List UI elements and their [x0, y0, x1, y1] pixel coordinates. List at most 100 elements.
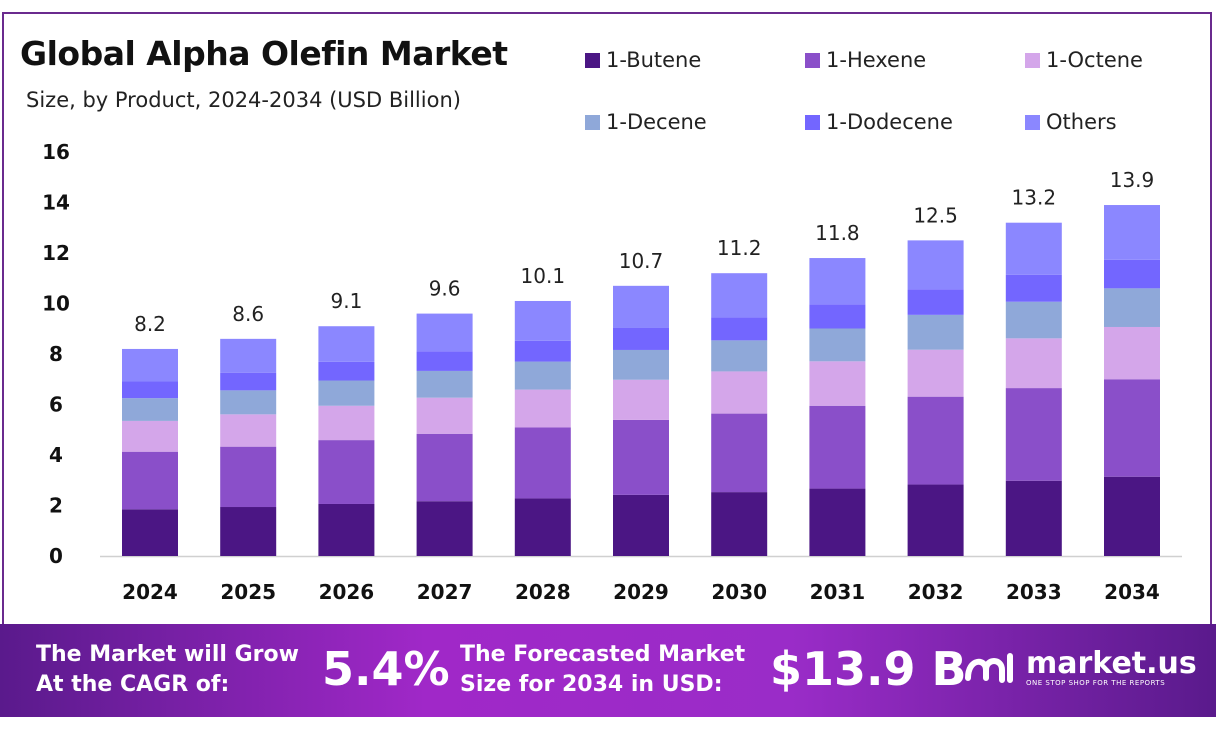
bar-segment	[1104, 288, 1160, 327]
legend-item: 1-Decene	[585, 110, 707, 134]
bar-segment	[711, 317, 768, 341]
x-tick-label: 2029	[613, 580, 669, 604]
forecast-label-line2: Size for 2034 in USD:	[460, 672, 723, 697]
bar-segment	[416, 370, 473, 398]
brand-logo: market.us ONE STOP SHOP FOR THE REPORTS	[962, 648, 1197, 688]
x-tick-label: 2030	[711, 580, 767, 604]
bar-segment	[122, 420, 178, 452]
bar-segment	[220, 507, 277, 556]
bar-total-label: 11.2	[717, 236, 762, 260]
x-tick-label: 2026	[319, 580, 375, 604]
legend-label: 1-Decene	[606, 110, 707, 134]
bar-segment	[318, 380, 375, 406]
bar-segment	[809, 258, 866, 305]
legend-item: 1-Octene	[1025, 48, 1143, 72]
bar-segment	[1005, 480, 1062, 556]
bar-segment	[1005, 301, 1062, 339]
bar-total-label: 8.6	[232, 302, 264, 326]
bar-segment	[514, 389, 571, 428]
x-tick-label: 2024	[122, 580, 178, 604]
bar-segment	[416, 397, 473, 434]
bar-segment	[416, 351, 473, 371]
legend-swatch	[585, 52, 600, 68]
bar-segment	[318, 361, 375, 381]
bar-segment	[220, 390, 277, 415]
bar-segment	[613, 285, 669, 328]
y-tick-label: 12	[42, 241, 70, 265]
bar-segment	[318, 440, 375, 504]
legend-swatch	[805, 52, 820, 68]
legend-item: Others	[1025, 110, 1117, 134]
bar-segment	[711, 273, 768, 318]
y-tick-label: 0	[49, 544, 63, 568]
bar-segment	[613, 349, 669, 380]
bar-segment	[1104, 205, 1160, 260]
bar-segment	[809, 328, 866, 362]
bar-segment	[1104, 326, 1160, 380]
bar-total-label: 10.1	[521, 264, 566, 288]
bar-segment	[809, 304, 866, 329]
brand-name: market.us	[1026, 646, 1197, 681]
bar-segment	[318, 326, 375, 362]
x-tick-label: 2031	[810, 580, 866, 604]
x-tick-label: 2027	[417, 580, 473, 604]
cagr-label-line2: At the CAGR of:	[36, 672, 230, 697]
bar-segment	[416, 433, 473, 502]
bar-segment	[1005, 388, 1062, 481]
bar-segment	[711, 492, 768, 556]
bar-segment	[514, 340, 571, 362]
y-tick-label: 16	[42, 140, 70, 164]
bar-segment	[220, 446, 277, 508]
footer-banner: The Market will Grow At the CAGR of: 5.4…	[0, 624, 1216, 717]
market-us-logo-icon	[965, 653, 1013, 683]
bar-segment	[1005, 222, 1062, 275]
cagr-value: 5.4%	[322, 642, 450, 696]
bar-segment	[318, 503, 375, 556]
bar-segment	[907, 240, 964, 290]
forecast-value: $13.9 B	[770, 642, 967, 696]
bar-segment	[613, 494, 669, 556]
bar-total-label: 13.2	[1012, 186, 1057, 210]
legend-label: 1-Butene	[606, 48, 702, 72]
bar-segment	[613, 379, 669, 420]
legend-label: Others	[1046, 110, 1117, 134]
bar-segment	[122, 348, 178, 382]
bar-segment	[220, 372, 277, 391]
forecast-label: The Forecasted Market Size for 2034 in U…	[460, 640, 745, 700]
legend-label: 1-Dodecene	[826, 110, 953, 134]
bar-segment	[220, 338, 277, 373]
bar-segment	[514, 427, 571, 499]
bar-segment	[220, 414, 277, 447]
x-tick-label: 2034	[1104, 580, 1160, 604]
bar-segment	[514, 361, 571, 390]
bar-segment	[514, 498, 571, 556]
x-tick-label: 2028	[515, 580, 571, 604]
y-tick-label: 2	[49, 494, 63, 518]
y-tick-label: 8	[49, 342, 63, 366]
bar-segment	[416, 501, 473, 556]
legend-swatch	[1025, 114, 1040, 130]
forecast-label-line1: The Forecasted Market	[460, 642, 746, 667]
bar-segment	[907, 349, 964, 397]
bar-total-label: 9.1	[330, 289, 362, 313]
bar-segment	[1005, 338, 1062, 389]
y-tick-label: 6	[49, 393, 63, 417]
bar-segment	[1104, 379, 1160, 477]
cagr-label-line1: The Market will Grow	[36, 642, 299, 667]
bar-segment	[907, 314, 964, 350]
chart-title: Global Alpha Olefin Market	[20, 34, 508, 73]
brand-tagline: ONE STOP SHOP FOR THE REPORTS	[1026, 679, 1166, 687]
bar-segment	[711, 413, 768, 493]
bar-segment	[711, 340, 768, 372]
bar-segment	[1104, 476, 1160, 556]
bar-segment	[809, 361, 866, 406]
y-tick-label: 4	[49, 443, 63, 467]
bar-segment	[1005, 274, 1062, 302]
bar-segment	[613, 419, 669, 495]
chart-subtitle: Size, by Product, 2024-2034 (USD Billion…	[26, 88, 461, 112]
y-tick-label: 14	[42, 191, 70, 215]
bar-segment	[907, 289, 964, 315]
legend-swatch	[1025, 52, 1040, 68]
cagr-label: The Market will Grow At the CAGR of:	[36, 640, 299, 700]
bar-segment	[711, 371, 768, 414]
